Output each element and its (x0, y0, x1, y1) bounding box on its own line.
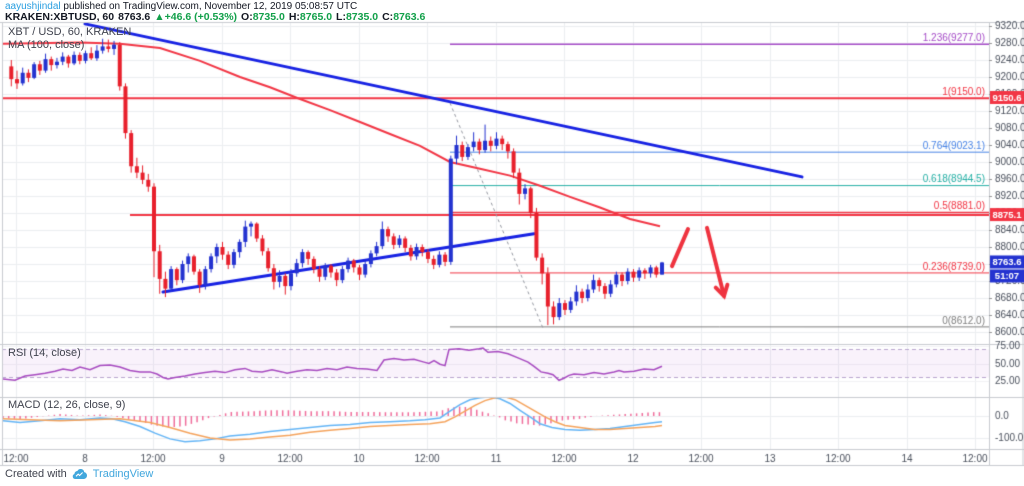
close-value: 8763.6 (393, 11, 426, 23)
high-label: H: (288, 11, 300, 23)
byline-text: published on TradingView.com, November 1… (60, 1, 358, 12)
open-value: 8735.0 (252, 11, 285, 23)
tradingview-brand-link[interactable]: TradingView (92, 468, 154, 480)
price-change: +46.6 (+0.53%) (164, 11, 238, 23)
rsi-pane-legend: RSI (14, close) (8, 347, 81, 359)
ma-legend: MA (100, close) (8, 39, 85, 51)
last-price: 8763.6 (118, 11, 151, 23)
macd-pane-legend: MACD (12, 26, close, 9) (8, 399, 126, 411)
up-arrow-icon: ▲ (154, 11, 165, 23)
low-label: L: (336, 11, 346, 23)
footer-attribution: Created with TradingView (5, 468, 153, 480)
close-label: C: (382, 11, 394, 23)
high-value: 8765.0 (299, 11, 333, 23)
open-label: O: (241, 11, 253, 23)
low-value: 8735.0 (345, 11, 379, 23)
published-byline: aayushjindal published on TradingView.co… (5, 1, 357, 12)
created-with-label: Created with (5, 468, 67, 480)
tradingview-logo-icon (71, 468, 89, 480)
author-link[interactable]: aayushjindal (5, 1, 61, 12)
main-pane-legend: XBT / USD, 60, KRAKEN (8, 26, 132, 38)
symbol-name: KRAKEN:XBTUSD, 60 (5, 11, 115, 23)
symbol-status-line: KRAKEN:XBTUSD, 60 8763.6 ▲+46.6 (+0.53%) O:… (5, 11, 425, 23)
